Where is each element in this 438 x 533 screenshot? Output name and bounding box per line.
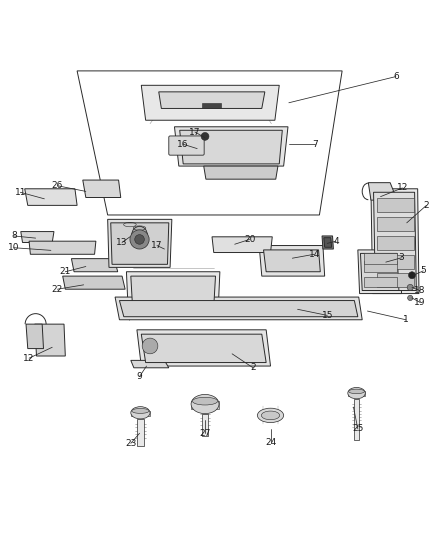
- Polygon shape: [83, 180, 121, 198]
- Text: 27: 27: [199, 429, 211, 438]
- Polygon shape: [141, 334, 266, 362]
- Text: 12: 12: [397, 183, 408, 192]
- Polygon shape: [29, 241, 96, 254]
- Polygon shape: [141, 85, 279, 120]
- Text: 2: 2: [424, 201, 429, 210]
- Polygon shape: [127, 272, 220, 311]
- FancyBboxPatch shape: [169, 136, 204, 155]
- Bar: [378, 273, 414, 287]
- Text: 3: 3: [399, 253, 404, 262]
- Bar: [378, 217, 414, 231]
- Polygon shape: [264, 250, 320, 272]
- Circle shape: [201, 133, 209, 140]
- Ellipse shape: [348, 387, 365, 399]
- Text: 25: 25: [352, 424, 364, 433]
- Circle shape: [142, 338, 158, 354]
- Bar: [191, 401, 219, 409]
- Polygon shape: [131, 276, 215, 306]
- Bar: [378, 198, 414, 212]
- Polygon shape: [322, 236, 333, 249]
- Text: 17: 17: [189, 127, 201, 136]
- Ellipse shape: [122, 223, 138, 240]
- Polygon shape: [71, 259, 118, 272]
- Text: 11: 11: [14, 188, 26, 197]
- Ellipse shape: [192, 397, 218, 405]
- Text: 6: 6: [393, 72, 399, 81]
- Text: 13: 13: [117, 238, 128, 247]
- Text: 2: 2: [250, 364, 256, 372]
- Polygon shape: [25, 189, 77, 205]
- Text: 15: 15: [321, 311, 333, 320]
- Text: 8: 8: [11, 231, 17, 240]
- Bar: [131, 411, 150, 416]
- Polygon shape: [120, 301, 358, 317]
- Ellipse shape: [349, 389, 364, 394]
- Text: 10: 10: [8, 243, 20, 252]
- Polygon shape: [131, 360, 169, 368]
- Text: 22: 22: [52, 285, 63, 294]
- Polygon shape: [212, 237, 272, 253]
- Text: 7: 7: [312, 140, 318, 149]
- Polygon shape: [324, 238, 332, 247]
- Polygon shape: [368, 183, 397, 200]
- Polygon shape: [26, 324, 43, 349]
- Polygon shape: [63, 276, 125, 289]
- Bar: [364, 277, 397, 287]
- Text: 26: 26: [52, 181, 63, 190]
- Text: 21: 21: [60, 267, 71, 276]
- Circle shape: [408, 295, 413, 301]
- Bar: [348, 391, 365, 396]
- Ellipse shape: [191, 394, 219, 414]
- Bar: [354, 399, 359, 440]
- Text: 1: 1: [403, 315, 409, 324]
- Ellipse shape: [258, 408, 284, 423]
- Polygon shape: [115, 297, 362, 320]
- Polygon shape: [159, 92, 265, 108]
- Text: 12: 12: [23, 354, 35, 362]
- Polygon shape: [374, 192, 417, 290]
- Bar: [378, 255, 414, 269]
- Text: 14: 14: [308, 250, 320, 259]
- Text: 17: 17: [151, 241, 163, 250]
- Polygon shape: [35, 324, 65, 356]
- Text: 5: 5: [420, 266, 426, 276]
- Text: 20: 20: [244, 235, 255, 244]
- Polygon shape: [358, 250, 402, 294]
- Text: 9: 9: [137, 372, 142, 381]
- Polygon shape: [21, 231, 54, 243]
- Bar: [137, 419, 144, 446]
- Polygon shape: [137, 330, 271, 366]
- Polygon shape: [259, 246, 325, 276]
- Polygon shape: [174, 127, 288, 166]
- Text: 19: 19: [414, 298, 426, 307]
- Circle shape: [407, 285, 413, 290]
- Ellipse shape: [131, 407, 150, 419]
- Circle shape: [135, 235, 145, 244]
- Bar: [378, 236, 414, 250]
- Text: 24: 24: [265, 438, 276, 447]
- Bar: [202, 414, 208, 437]
- Polygon shape: [108, 220, 172, 268]
- Text: 18: 18: [414, 286, 426, 295]
- Polygon shape: [111, 223, 169, 264]
- Bar: [201, 103, 221, 108]
- Polygon shape: [360, 253, 399, 290]
- Polygon shape: [371, 189, 419, 294]
- Polygon shape: [204, 166, 278, 179]
- Text: 23: 23: [125, 439, 137, 448]
- Ellipse shape: [132, 227, 148, 244]
- Ellipse shape: [261, 411, 280, 419]
- Text: 16: 16: [177, 140, 189, 149]
- Circle shape: [409, 272, 416, 279]
- Polygon shape: [180, 130, 283, 164]
- Text: 4: 4: [333, 237, 339, 246]
- Ellipse shape: [132, 408, 149, 414]
- Circle shape: [130, 230, 149, 249]
- Bar: [364, 253, 397, 264]
- Polygon shape: [77, 71, 342, 215]
- Bar: [364, 261, 397, 272]
